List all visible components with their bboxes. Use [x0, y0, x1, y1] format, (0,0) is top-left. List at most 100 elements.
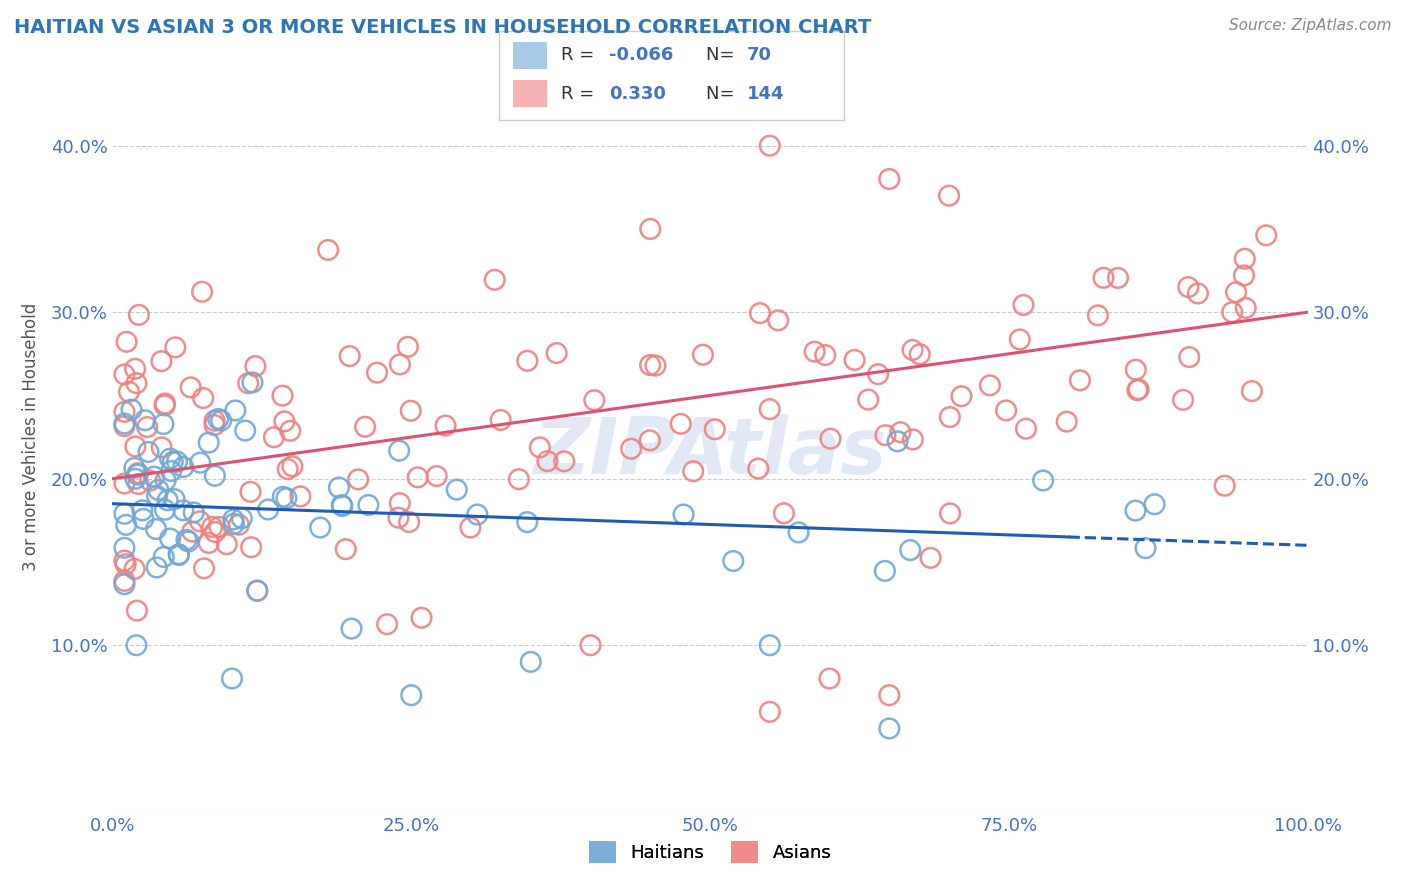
- Point: [703, 422, 725, 436]
- Point: [233, 424, 256, 438]
- Point: [1056, 415, 1078, 429]
- Point: [201, 520, 224, 534]
- Point: [939, 507, 962, 521]
- Point: [159, 451, 181, 466]
- Point: [950, 389, 973, 403]
- Text: HAITIAN VS ASIAN 3 OR MORE VEHICLES IN HOUSEHOLD CORRELATION CHART: HAITIAN VS ASIAN 3 OR MORE VEHICLES IN H…: [14, 18, 872, 37]
- Point: [204, 468, 226, 483]
- Point: [1126, 383, 1149, 397]
- Point: [908, 347, 931, 361]
- Point: [375, 617, 398, 632]
- Point: [803, 344, 825, 359]
- Point: [773, 506, 796, 520]
- Text: N=: N=: [706, 46, 740, 64]
- Point: [1225, 285, 1247, 300]
- Point: [1178, 350, 1201, 364]
- Point: [723, 554, 745, 568]
- Point: [366, 366, 388, 380]
- Point: [191, 391, 214, 405]
- Point: [489, 413, 512, 427]
- Point: [1125, 362, 1147, 376]
- Point: [406, 470, 429, 484]
- Point: [246, 583, 269, 598]
- Point: [411, 611, 433, 625]
- Point: [257, 502, 280, 516]
- Point: [766, 313, 789, 327]
- Point: [1032, 474, 1054, 488]
- Point: [529, 441, 551, 455]
- Point: [579, 638, 602, 652]
- Point: [204, 525, 226, 540]
- Point: [357, 498, 380, 512]
- Point: [127, 466, 149, 480]
- Point: [644, 359, 666, 373]
- Point: [396, 340, 419, 354]
- Point: [749, 306, 772, 320]
- Point: [124, 461, 146, 475]
- Point: [330, 499, 353, 513]
- Point: [271, 389, 294, 403]
- Point: [995, 403, 1018, 417]
- Point: [115, 334, 138, 349]
- Point: [224, 403, 246, 417]
- Point: [159, 532, 181, 546]
- Point: [131, 503, 153, 517]
- Point: [1107, 271, 1129, 285]
- Point: [240, 540, 263, 554]
- Point: [162, 455, 184, 469]
- Point: [172, 503, 194, 517]
- Point: [197, 536, 219, 550]
- Point: [889, 425, 911, 440]
- Point: [920, 550, 942, 565]
- Point: [152, 549, 174, 564]
- Point: [114, 541, 135, 555]
- Point: [114, 574, 136, 588]
- Point: [124, 472, 146, 486]
- Point: [271, 490, 294, 504]
- Point: [176, 533, 198, 547]
- Point: [167, 548, 190, 562]
- Point: [152, 417, 174, 431]
- Point: [146, 489, 169, 503]
- Point: [165, 340, 187, 354]
- Point: [263, 430, 285, 444]
- Point: [516, 515, 538, 529]
- Point: [388, 358, 411, 372]
- Y-axis label: 3 or more Vehicles in Household: 3 or more Vehicles in Household: [21, 303, 39, 571]
- Point: [669, 417, 692, 431]
- Point: [278, 424, 301, 438]
- Point: [207, 412, 229, 426]
- Point: [143, 469, 166, 483]
- Point: [1092, 270, 1115, 285]
- Point: [273, 414, 295, 428]
- Point: [127, 467, 149, 482]
- Point: [620, 442, 643, 456]
- Point: [181, 524, 204, 539]
- Point: [879, 688, 901, 702]
- Point: [879, 722, 901, 736]
- Point: [787, 525, 810, 540]
- Point: [188, 514, 211, 528]
- Point: [242, 376, 264, 390]
- Point: [398, 515, 420, 529]
- Point: [221, 672, 243, 686]
- Point: [160, 464, 183, 478]
- Point: [204, 414, 226, 428]
- Text: Source: ZipAtlas.com: Source: ZipAtlas.com: [1229, 18, 1392, 33]
- Point: [520, 655, 543, 669]
- Point: [204, 417, 226, 432]
- Point: [153, 398, 176, 412]
- Point: [177, 534, 200, 549]
- Point: [114, 577, 135, 591]
- Point: [388, 443, 411, 458]
- Point: [1187, 286, 1209, 301]
- Point: [145, 522, 167, 536]
- Point: [118, 384, 141, 399]
- Point: [467, 508, 489, 522]
- Point: [1171, 392, 1194, 407]
- Point: [758, 402, 780, 417]
- Point: [388, 496, 411, 510]
- Point: [167, 547, 190, 561]
- Point: [246, 583, 269, 598]
- Point: [638, 434, 661, 448]
